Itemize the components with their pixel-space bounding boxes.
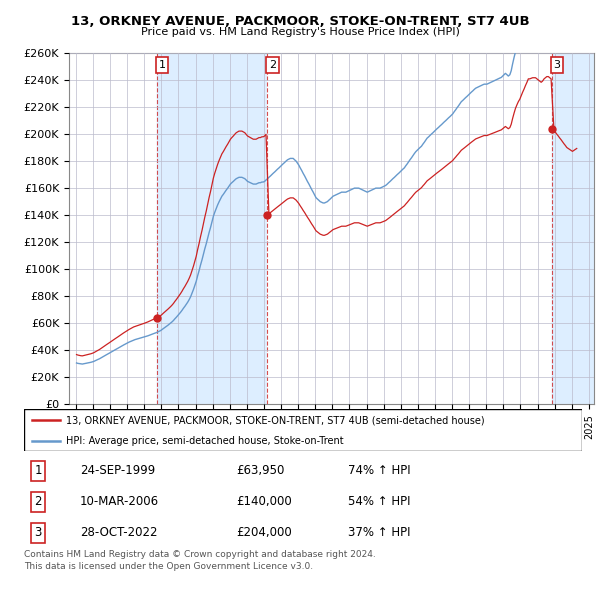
Text: £204,000: £204,000 — [236, 526, 292, 539]
Text: 24-SEP-1999: 24-SEP-1999 — [80, 464, 155, 477]
Text: £63,950: £63,950 — [236, 464, 284, 477]
Text: 13, ORKNEY AVENUE, PACKMOOR, STOKE-ON-TRENT, ST7 4UB (semi-detached house): 13, ORKNEY AVENUE, PACKMOOR, STOKE-ON-TR… — [66, 415, 484, 425]
Text: Price paid vs. HM Land Registry's House Price Index (HPI): Price paid vs. HM Land Registry's House … — [140, 27, 460, 37]
Bar — [157, 53, 267, 404]
Text: 2: 2 — [269, 60, 276, 70]
Text: 2: 2 — [34, 496, 42, 509]
Text: 13, ORKNEY AVENUE, PACKMOOR, STOKE-ON-TRENT, ST7 4UB: 13, ORKNEY AVENUE, PACKMOOR, STOKE-ON-TR… — [71, 15, 529, 28]
Text: 28-OCT-2022: 28-OCT-2022 — [80, 526, 157, 539]
Text: 10-MAR-2006: 10-MAR-2006 — [80, 496, 159, 509]
Text: 37% ↑ HPI: 37% ↑ HPI — [347, 526, 410, 539]
Text: 3: 3 — [553, 60, 560, 70]
Text: 3: 3 — [34, 526, 41, 539]
Text: Contains HM Land Registry data © Crown copyright and database right 2024.: Contains HM Land Registry data © Crown c… — [24, 550, 376, 559]
Bar — [267, 53, 552, 404]
Text: 54% ↑ HPI: 54% ↑ HPI — [347, 496, 410, 509]
Text: This data is licensed under the Open Government Licence v3.0.: This data is licensed under the Open Gov… — [24, 562, 313, 571]
Text: 1: 1 — [34, 464, 42, 477]
Text: HPI: Average price, semi-detached house, Stoke-on-Trent: HPI: Average price, semi-detached house,… — [66, 436, 343, 445]
Bar — [552, 53, 594, 404]
Text: 1: 1 — [158, 60, 166, 70]
Text: 74% ↑ HPI: 74% ↑ HPI — [347, 464, 410, 477]
Text: £140,000: £140,000 — [236, 496, 292, 509]
